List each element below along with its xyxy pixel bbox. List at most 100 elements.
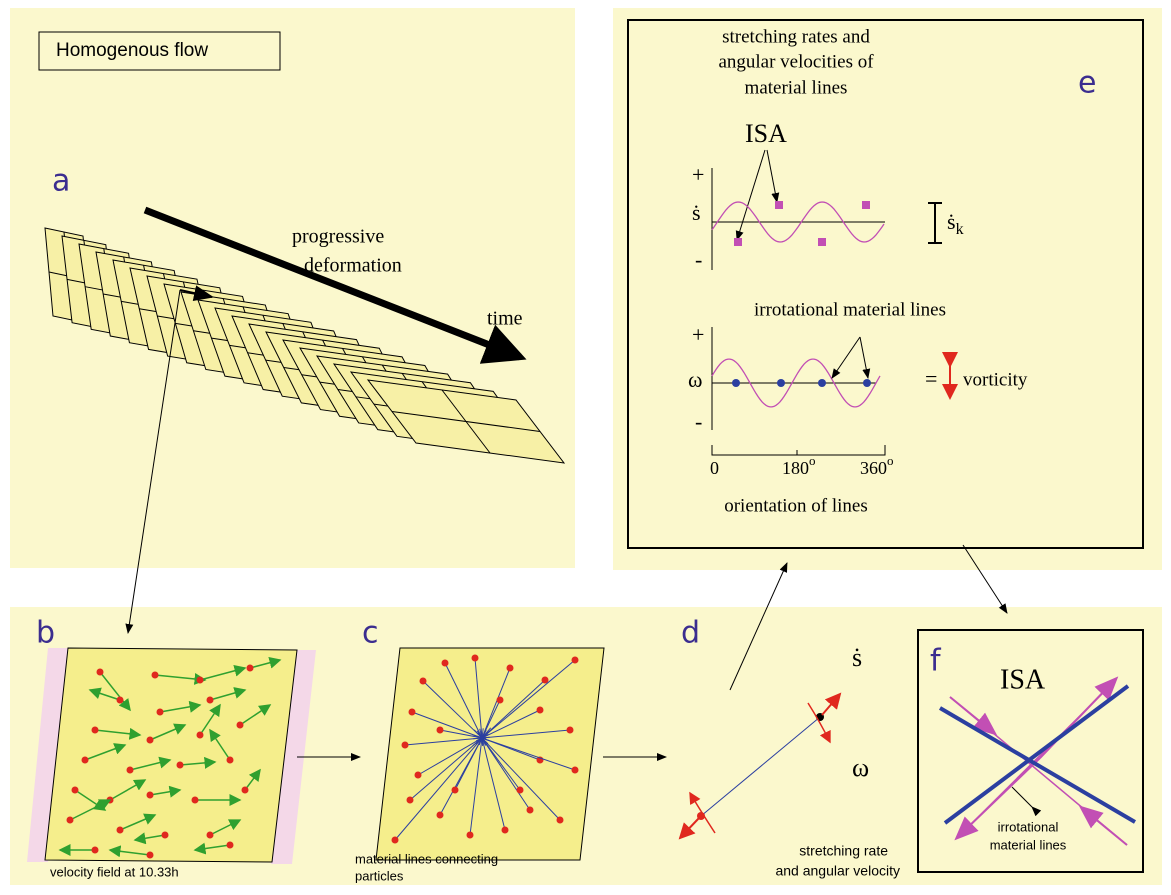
tick-label: 0 xyxy=(710,458,719,478)
particle xyxy=(567,727,574,734)
particle xyxy=(557,817,564,824)
particle xyxy=(527,807,534,814)
isa-marker xyxy=(862,201,870,209)
particle xyxy=(407,797,414,804)
num: 360 xyxy=(860,458,887,478)
particle xyxy=(517,787,524,794)
particle xyxy=(192,797,199,804)
sheet xyxy=(45,648,297,862)
particle xyxy=(415,772,422,779)
particle xyxy=(247,665,254,672)
symbol: ω xyxy=(852,753,869,782)
particle xyxy=(207,832,214,839)
irrotational-marker xyxy=(863,379,871,387)
symbol: ṡ xyxy=(692,200,701,225)
particle xyxy=(92,727,99,734)
num: 180 xyxy=(782,458,809,478)
figure: Homogenous flow a progressive deformatio… xyxy=(0,0,1171,890)
deg: o xyxy=(887,453,894,468)
letter: d xyxy=(681,616,700,651)
particle xyxy=(152,672,159,679)
caption: irrotational xyxy=(998,819,1059,834)
heading: material lines xyxy=(745,77,848,98)
particle xyxy=(237,722,244,729)
letter: a xyxy=(52,164,70,199)
particle xyxy=(147,792,154,799)
particle xyxy=(227,842,234,849)
particle xyxy=(402,742,409,749)
particle xyxy=(82,757,89,764)
particle xyxy=(392,837,399,844)
irrotational-marker xyxy=(818,379,826,387)
sign: - xyxy=(695,247,702,272)
caption: and angular velocity xyxy=(775,863,900,879)
particle xyxy=(452,787,459,794)
caption: stretching rate xyxy=(799,843,888,859)
particle xyxy=(442,660,449,667)
particle xyxy=(537,707,544,714)
particle xyxy=(177,762,184,769)
particle xyxy=(227,757,234,764)
isa-marker xyxy=(775,201,783,209)
isa: ISA xyxy=(745,119,787,148)
particle xyxy=(572,657,579,664)
particle xyxy=(97,669,104,676)
irrotational-marker xyxy=(732,379,740,387)
symbol: ṡ xyxy=(852,643,862,672)
sign: + xyxy=(692,322,704,347)
title: Homogenous flow xyxy=(56,40,208,61)
isa-marker xyxy=(818,238,826,246)
label: deformation xyxy=(304,255,402,277)
particle xyxy=(127,767,134,774)
particle xyxy=(467,832,474,839)
axis-label: orientation of lines xyxy=(724,495,868,516)
particle xyxy=(242,787,249,794)
particle xyxy=(497,697,504,704)
letter: c xyxy=(362,616,379,651)
isa-marker xyxy=(734,238,742,246)
particle xyxy=(162,832,169,839)
particle xyxy=(409,709,416,716)
particle xyxy=(157,709,164,716)
caption: velocity field at 10.33h xyxy=(50,864,179,879)
isa: ISA xyxy=(1000,664,1046,695)
particle xyxy=(117,827,124,834)
caption: material lines connecting xyxy=(355,851,498,866)
label: progressive xyxy=(292,226,384,248)
particle xyxy=(507,665,514,672)
particle xyxy=(502,827,509,834)
irrotational-marker xyxy=(777,379,785,387)
particle xyxy=(437,812,444,819)
particle xyxy=(92,847,99,854)
caption: material lines xyxy=(990,837,1067,852)
particle xyxy=(542,677,549,684)
heading: stretching rates and xyxy=(722,26,870,47)
particle xyxy=(572,767,579,774)
particle xyxy=(207,697,214,704)
particle xyxy=(67,817,74,824)
particle xyxy=(437,727,444,734)
label: vorticity xyxy=(963,369,1028,390)
particle xyxy=(147,737,154,744)
sheet xyxy=(376,648,604,860)
label: time xyxy=(487,308,523,330)
letter: f xyxy=(930,644,942,679)
deg: o xyxy=(809,453,816,468)
heading: angular velocities of xyxy=(718,51,874,72)
particle xyxy=(197,732,204,739)
sign: + xyxy=(692,162,704,187)
caption: particles xyxy=(355,868,404,883)
particle xyxy=(472,655,479,662)
symbol: ω xyxy=(688,367,702,392)
sk: ṡ xyxy=(947,209,956,234)
particle xyxy=(117,697,124,704)
particle xyxy=(72,787,79,794)
particle xyxy=(197,677,204,684)
letter: b xyxy=(36,616,55,651)
particle xyxy=(420,678,427,685)
sub: k xyxy=(956,221,964,238)
heading: irrotational material lines xyxy=(754,299,946,320)
letter: e xyxy=(1078,66,1096,101)
symbol: = xyxy=(925,366,937,391)
sign: - xyxy=(695,409,702,434)
